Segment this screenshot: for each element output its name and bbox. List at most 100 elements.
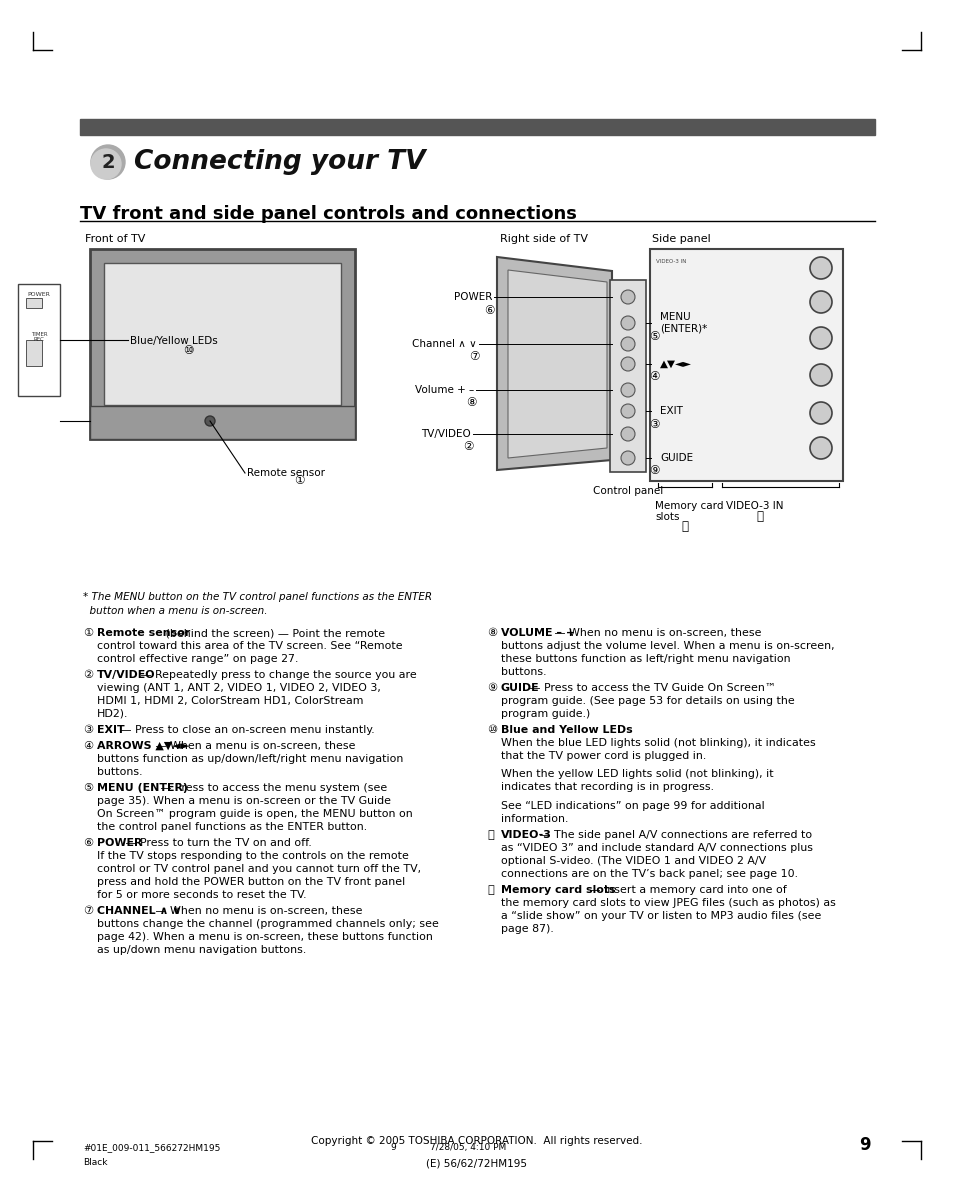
Text: — When a menu is on-screen, these: — When a menu is on-screen, these (152, 741, 355, 752)
Text: control toward this area of the TV screen. See “Remote: control toward this area of the TV scree… (97, 641, 402, 651)
Bar (80, 119, 874, 135)
Text: program guide.): program guide.) (500, 709, 590, 719)
Circle shape (91, 145, 125, 179)
Text: (E) 56/62/72HM195: (E) 56/62/72HM195 (426, 1158, 527, 1168)
Circle shape (809, 328, 831, 349)
Text: as “VIDEO 3” and include standard A/V connections plus: as “VIDEO 3” and include standard A/V co… (500, 843, 812, 853)
Text: Channel ∧ ∨: Channel ∧ ∨ (412, 339, 476, 349)
Text: VIDEO-3 IN: VIDEO-3 IN (725, 501, 782, 511)
Text: POWER: POWER (97, 838, 142, 848)
Text: See “LED indications” on page 99 for additional: See “LED indications” on page 99 for add… (500, 800, 764, 811)
Circle shape (809, 364, 831, 386)
Text: ⑧: ⑧ (486, 628, 497, 638)
Text: ⑧: ⑧ (465, 397, 476, 410)
Circle shape (91, 149, 121, 179)
Text: Blue and Yellow LEDs: Blue and Yellow LEDs (500, 725, 632, 735)
Circle shape (620, 337, 635, 351)
Text: ⑦: ⑦ (83, 906, 93, 916)
Text: VIDEO-3 IN: VIDEO-3 IN (656, 258, 685, 264)
Text: If the TV stops responding to the controls on the remote: If the TV stops responding to the contro… (97, 852, 409, 861)
Text: ⑤: ⑤ (648, 330, 659, 343)
Text: Connecting your TV: Connecting your TV (133, 149, 425, 175)
Text: VOLUME – +: VOLUME – + (500, 628, 575, 638)
Text: #01E_009-011_566272HM195: #01E_009-011_566272HM195 (83, 1143, 220, 1152)
Circle shape (620, 384, 635, 397)
Text: ⑤: ⑤ (83, 782, 93, 793)
Text: 7/28/05, 4:10 PM: 7/28/05, 4:10 PM (430, 1143, 506, 1152)
Text: POWER: POWER (453, 292, 492, 303)
Text: TV/VIDEO: TV/VIDEO (97, 671, 155, 680)
Text: — Repeatedly press to change the source you are: — Repeatedly press to change the source … (137, 671, 416, 680)
Text: buttons adjust the volume level. When a menu is on-screen,: buttons adjust the volume level. When a … (500, 641, 834, 651)
Text: control or TV control panel and you cannot turn off the TV,: control or TV control panel and you cann… (97, 863, 420, 874)
Text: When the blue LED lights solid (not blinking), it indicates: When the blue LED lights solid (not blin… (500, 738, 815, 748)
Text: buttons.: buttons. (500, 667, 546, 676)
Text: 9: 9 (390, 1143, 395, 1152)
Circle shape (809, 257, 831, 279)
Text: ④: ④ (83, 741, 93, 752)
Text: page 35). When a menu is on-screen or the TV Guide: page 35). When a menu is on-screen or th… (97, 796, 391, 806)
Text: indicates that recording is in progress.: indicates that recording is in progress. (500, 782, 713, 792)
Text: that the TV power cord is plugged in.: that the TV power cord is plugged in. (500, 752, 705, 761)
Text: ⑥: ⑥ (83, 838, 93, 848)
Text: EXIT: EXIT (659, 406, 682, 416)
Text: * The MENU button on the TV control panel functions as the ENTER
  button when a: * The MENU button on the TV control pane… (83, 592, 432, 616)
Text: a “slide show” on your TV or listen to MP3 audio files (see: a “slide show” on your TV or listen to M… (500, 911, 821, 921)
Text: HDMI 1, HDMI 2, ColorStream HD1, ColorStream: HDMI 1, HDMI 2, ColorStream HD1, ColorSt… (97, 696, 363, 706)
Text: REC: REC (33, 337, 45, 342)
Text: Right side of TV: Right side of TV (499, 233, 587, 244)
Circle shape (620, 451, 635, 464)
Text: buttons function as up/down/left/right menu navigation: buttons function as up/down/left/right m… (97, 754, 403, 763)
Circle shape (620, 404, 635, 418)
Text: information.: information. (500, 813, 568, 824)
Text: optional S-video. (The VIDEO 1 and VIDEO 2 A/V: optional S-video. (The VIDEO 1 and VIDEO… (500, 856, 765, 866)
Text: Front of TV: Front of TV (85, 233, 145, 244)
Circle shape (809, 437, 831, 459)
Text: — The side panel A/V connections are referred to: — The side panel A/V connections are ref… (536, 830, 811, 840)
Text: Memory card: Memory card (655, 501, 722, 511)
Text: press and hold the POWER button on the TV front panel: press and hold the POWER button on the T… (97, 877, 405, 887)
Bar (18, 283, 60, 395)
Circle shape (620, 357, 635, 372)
Text: ⑫: ⑫ (680, 520, 688, 534)
Text: POWER: POWER (28, 292, 51, 297)
Text: control effective range” on page 27.: control effective range” on page 27. (97, 654, 298, 665)
Bar (26, 298, 42, 308)
Circle shape (620, 289, 635, 304)
Circle shape (809, 291, 831, 313)
Polygon shape (497, 257, 612, 470)
Text: connections are on the TV’s back panel; see page 10.: connections are on the TV’s back panel; … (500, 868, 797, 879)
Text: GUIDE: GUIDE (659, 453, 693, 463)
Text: ⑥: ⑥ (483, 304, 494, 317)
Text: ④: ④ (648, 370, 659, 384)
Text: ③: ③ (648, 418, 659, 430)
Text: — Press to turn the TV on and off.: — Press to turn the TV on and off. (122, 838, 312, 848)
Text: Side panel: Side panel (651, 233, 710, 244)
Text: page 87).: page 87). (500, 924, 553, 934)
Text: Copyright © 2005 TOSHIBA CORPORATION.  All rights reserved.: Copyright © 2005 TOSHIBA CORPORATION. Al… (311, 1136, 642, 1146)
Circle shape (809, 403, 831, 424)
Text: On Screen™ program guide is open, the MENU button on: On Screen™ program guide is open, the ME… (97, 809, 413, 819)
Text: buttons.: buttons. (97, 767, 142, 777)
Text: program guide. (See page 53 for details on using the: program guide. (See page 53 for details … (500, 696, 794, 706)
Text: ⑪: ⑪ (756, 511, 762, 524)
Bar (104, 263, 340, 405)
Text: Blue/Yellow LEDs: Blue/Yellow LEDs (130, 336, 217, 347)
Text: the memory card slots to view JPEG files (such as photos) as: the memory card slots to view JPEG files… (500, 898, 835, 908)
Text: ①: ① (83, 628, 93, 638)
Text: Control panel: Control panel (592, 486, 662, 495)
Circle shape (620, 316, 635, 330)
Text: MENU (ENTER): MENU (ENTER) (97, 782, 188, 793)
Text: HD2).: HD2). (97, 709, 129, 719)
Text: — When no menu is on-screen, these: — When no menu is on-screen, these (551, 628, 760, 638)
Text: ⑨: ⑨ (486, 682, 497, 693)
Text: — When no menu is on-screen, these: — When no menu is on-screen, these (152, 906, 362, 916)
Circle shape (620, 428, 635, 441)
Text: Black: Black (83, 1158, 108, 1167)
Text: Remote sensor: Remote sensor (247, 468, 325, 478)
Text: slots: slots (655, 512, 679, 522)
Text: GUIDE: GUIDE (500, 682, 539, 693)
Text: Remote sensor: Remote sensor (97, 628, 190, 638)
Text: ①: ① (294, 474, 304, 487)
Text: these buttons function as left/right menu navigation: these buttons function as left/right men… (500, 654, 790, 665)
